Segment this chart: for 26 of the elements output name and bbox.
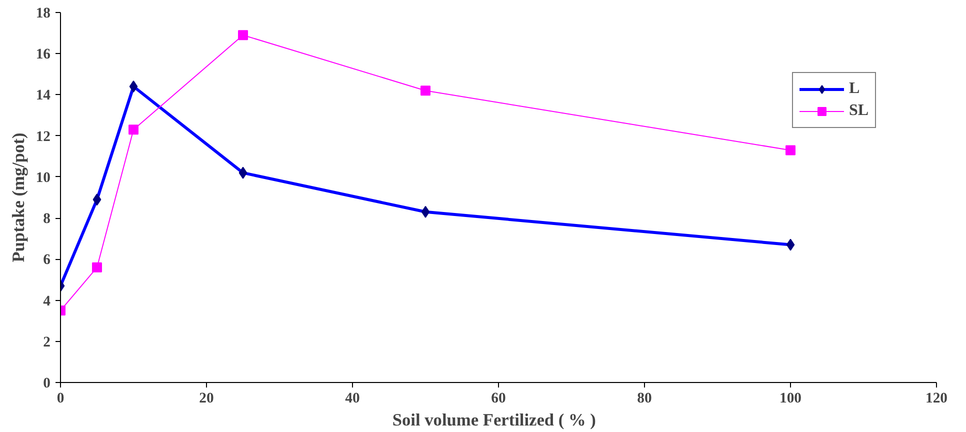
legend-label: SL <box>849 102 869 120</box>
y-tick-label: 0 <box>43 376 50 392</box>
x-tick-label: 100 <box>780 390 802 406</box>
x-tick-label: 40 <box>345 390 360 406</box>
y-tick-label: 12 <box>36 128 50 145</box>
y-tick-label: 4 <box>43 293 52 310</box>
y-tick-label: 8 <box>43 211 50 228</box>
x-tick-label: 20 <box>199 390 214 406</box>
point <box>92 262 102 272</box>
x-tick-label: 0 <box>56 390 64 406</box>
point <box>420 86 430 96</box>
y-tick-label: 6 <box>43 252 50 268</box>
y-tick-label: 18 <box>36 6 50 22</box>
x-tick-label: 60 <box>491 390 506 406</box>
point <box>786 145 796 156</box>
point <box>128 124 138 135</box>
point <box>238 30 248 40</box>
legend-label: L <box>849 80 861 98</box>
y-tick-label: 14 <box>36 88 52 104</box>
y-tick-label: 10 <box>36 170 50 186</box>
x-tick-label: 80 <box>637 390 652 406</box>
y-axis-title: Puptake (mg/pot) <box>8 132 28 262</box>
x-axis-title: Soil volume Fertilized ( % ) <box>392 410 596 430</box>
x-tick-label: 120 <box>926 390 948 406</box>
y-tick-label: 16 <box>36 46 50 63</box>
y-tick-label: 2 <box>43 334 50 350</box>
